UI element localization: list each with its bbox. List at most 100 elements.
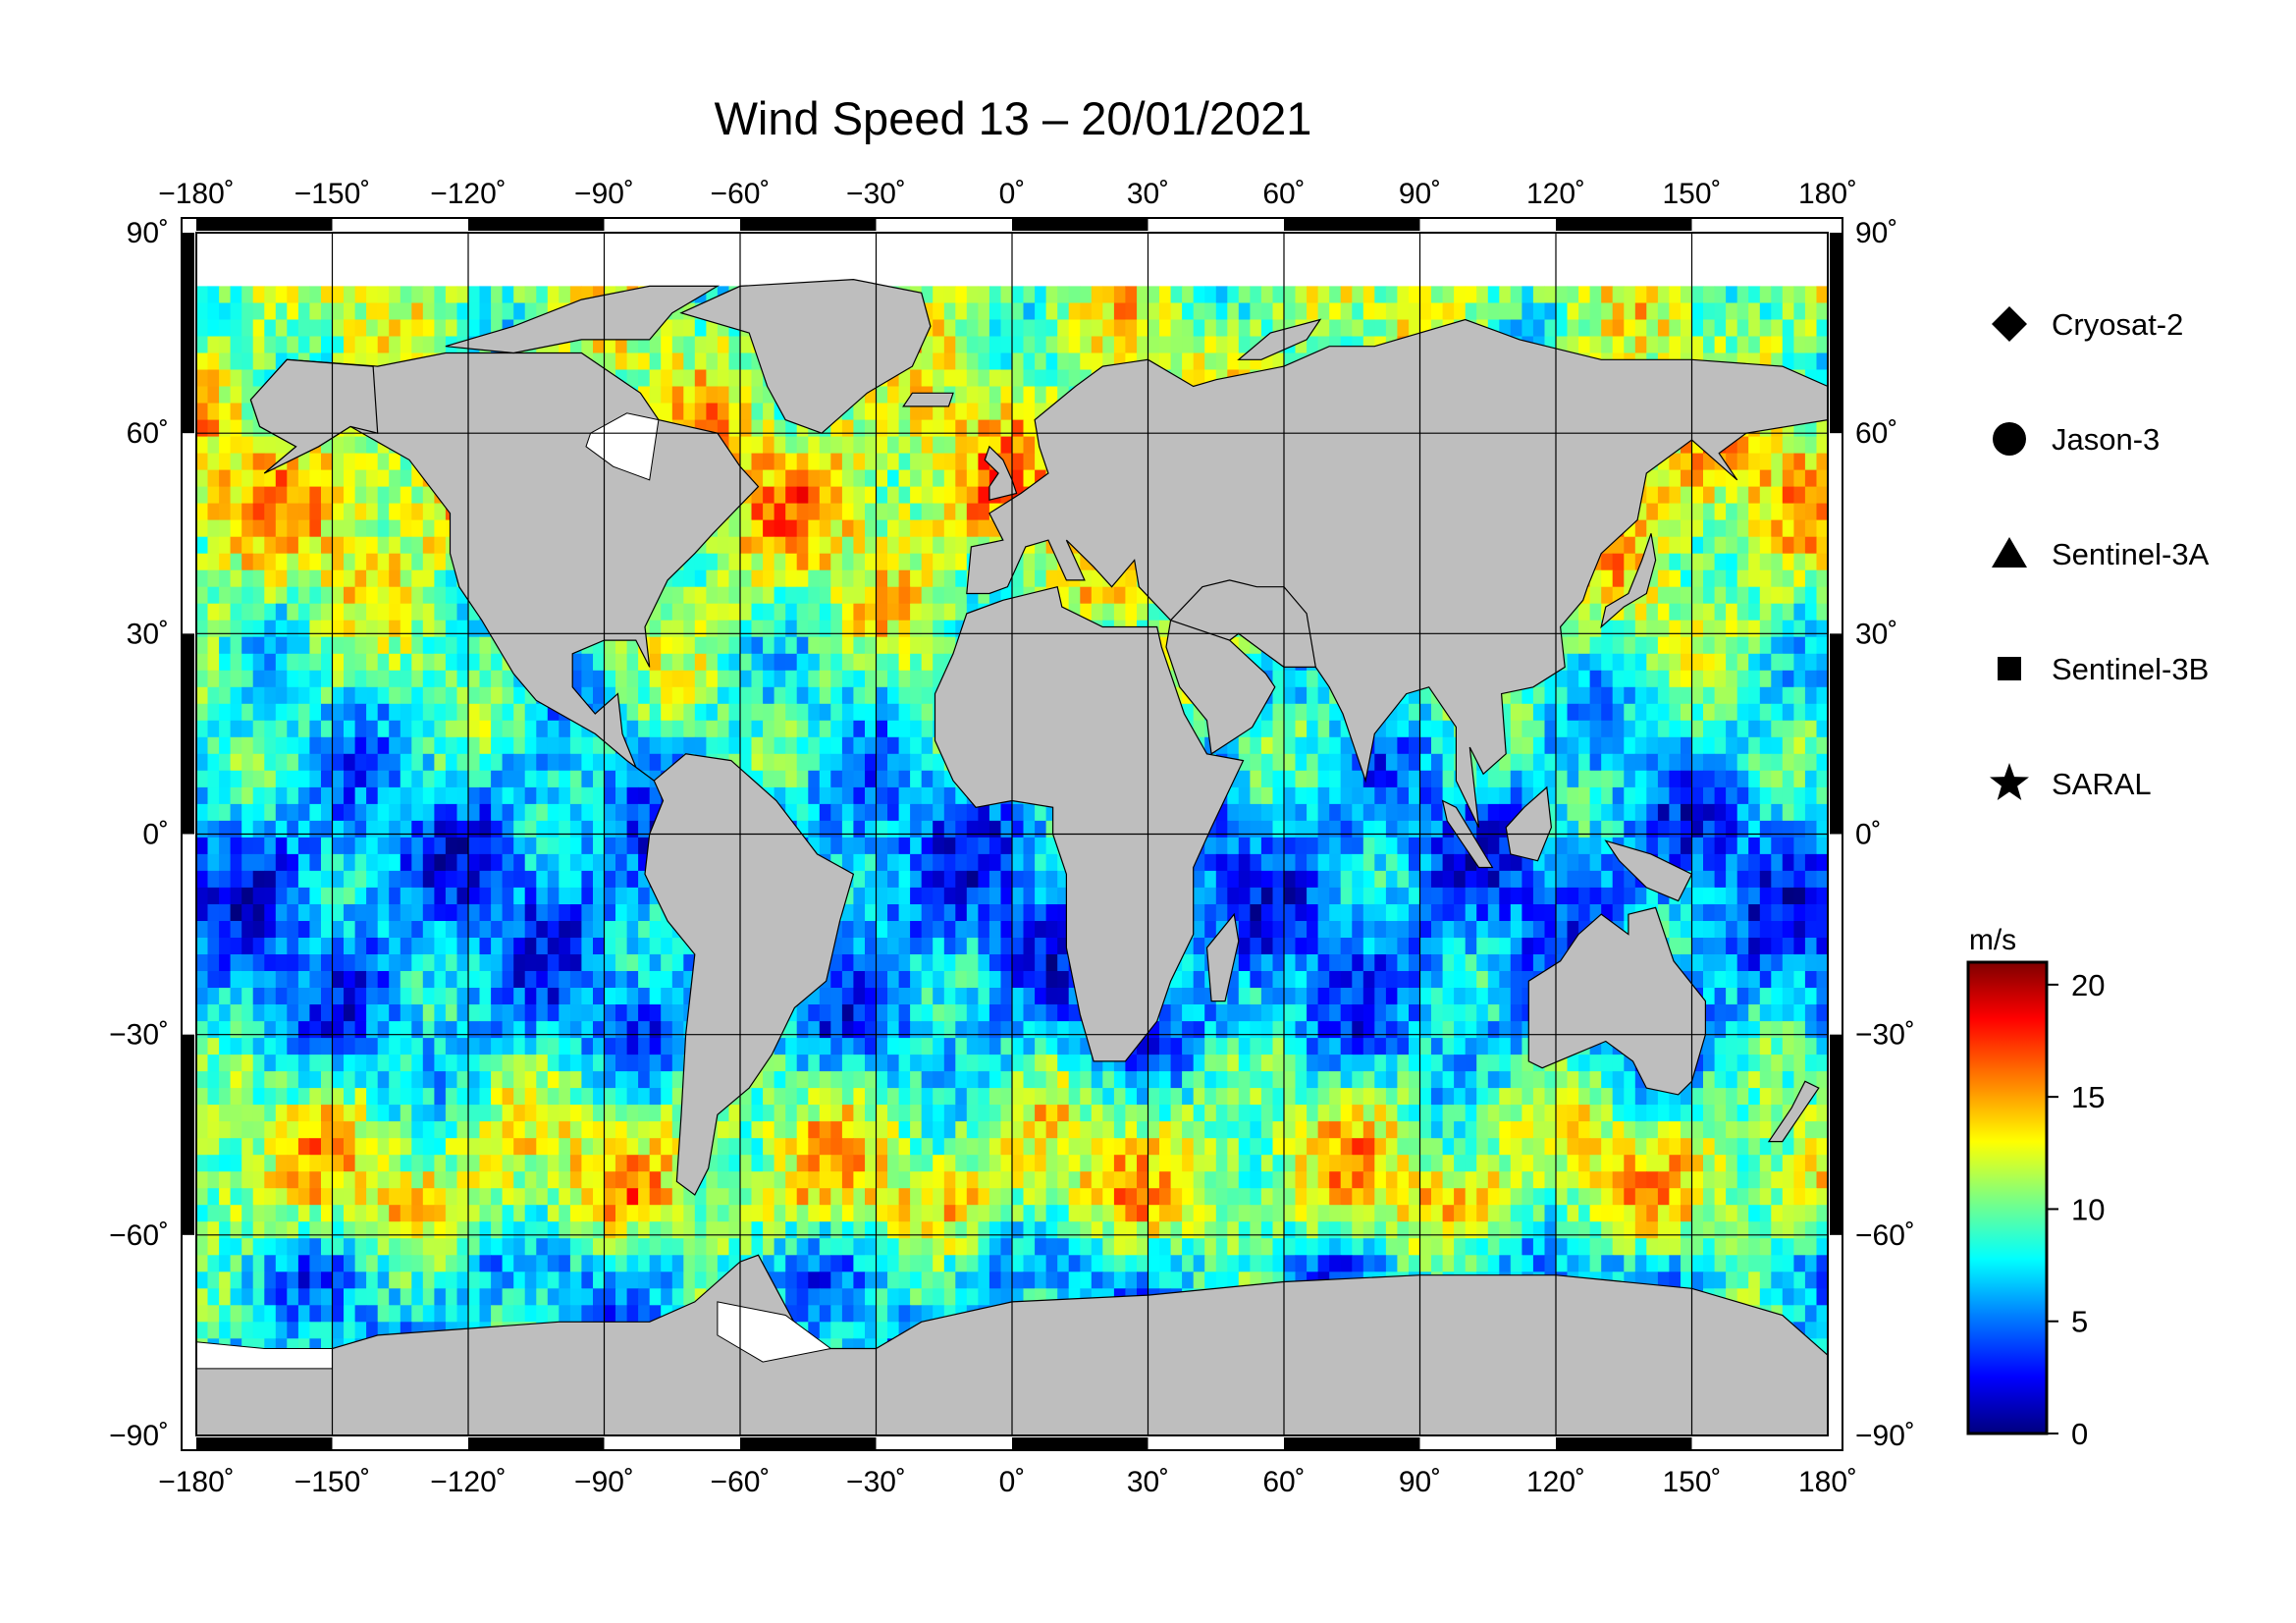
wind-cell — [1567, 770, 1579, 788]
wind-cell — [1385, 319, 1398, 338]
wind-cell — [604, 770, 616, 788]
wind-cell — [1634, 770, 1647, 788]
wind-cell — [389, 519, 401, 538]
wind-cell — [1703, 519, 1716, 538]
wind-cell — [252, 636, 265, 655]
wind-cell — [1669, 486, 1682, 505]
wind-cell — [898, 519, 911, 538]
wind-cell — [1816, 469, 1828, 488]
wind-cell — [1068, 319, 1081, 338]
wind-cell — [740, 653, 753, 672]
wind-cell — [638, 786, 651, 805]
wind-cell — [1736, 586, 1749, 605]
wind-cell — [1759, 569, 1772, 588]
wind-cell — [1726, 703, 1738, 722]
wind-cell — [1159, 352, 1172, 371]
wind-cell — [626, 803, 639, 822]
wind-cell — [275, 770, 288, 788]
wind-cell — [966, 486, 979, 505]
wind-cell — [1499, 302, 1512, 321]
wind-cell — [1816, 503, 1828, 521]
wind-cell — [1601, 720, 1614, 738]
wind-cell — [796, 720, 809, 738]
wind-cell — [241, 703, 254, 722]
wind-cell — [898, 803, 911, 822]
wind-cell — [502, 786, 514, 805]
wind-cell — [853, 603, 866, 622]
wind-cell — [219, 670, 232, 688]
wind-cell — [728, 686, 741, 705]
wind-cell — [1726, 486, 1738, 505]
wind-cell — [321, 786, 334, 805]
wind-cell — [943, 453, 956, 471]
wind-cell — [332, 286, 345, 303]
wind-cell — [1260, 770, 1273, 788]
wind-cell — [1793, 486, 1806, 505]
wind-cell — [1748, 620, 1761, 638]
wind-cell — [252, 603, 265, 622]
wind-cell — [389, 753, 401, 772]
wind-cell — [978, 319, 990, 338]
wind-cell — [332, 636, 345, 655]
wind-cell — [1272, 786, 1285, 805]
wind-cell — [456, 703, 469, 722]
wind-cell — [841, 670, 854, 688]
wind-cell — [1431, 803, 1444, 822]
wind-cell — [1782, 603, 1794, 622]
wind-cell — [1759, 553, 1772, 571]
wind-cell — [275, 786, 288, 805]
wind-cell — [479, 820, 492, 839]
wind-cell — [321, 753, 334, 772]
wind-cell — [1624, 636, 1636, 655]
wind-cell — [865, 519, 878, 538]
wind-cell — [1681, 786, 1693, 805]
wind-cell — [1748, 653, 1761, 672]
wind-cell — [569, 286, 582, 303]
wind-cell — [400, 736, 412, 755]
wind-cell — [366, 703, 379, 722]
wind-cell — [728, 386, 741, 405]
wind-cell — [1431, 302, 1444, 321]
wind-cell — [230, 453, 242, 471]
wind-cell — [661, 636, 673, 655]
wind-cell — [1409, 770, 1421, 788]
wind-cell — [706, 386, 719, 405]
wind-cell — [876, 436, 888, 455]
wind-cell — [661, 703, 673, 722]
wind-cell — [456, 603, 469, 622]
wind-cell — [252, 620, 265, 638]
wind-cell — [740, 536, 753, 555]
wind-cell — [252, 653, 265, 672]
wind-cell — [626, 837, 639, 855]
wind-cell — [309, 302, 322, 321]
wind-cell — [943, 586, 956, 605]
wind-cell — [887, 519, 900, 538]
wind-cell — [1567, 302, 1579, 321]
wind-cell — [411, 837, 424, 855]
wind-cell — [1204, 837, 1217, 855]
wind-cell — [1748, 720, 1761, 738]
wind-cell — [264, 352, 277, 371]
wind-cell — [219, 503, 232, 521]
wind-cell — [344, 286, 356, 303]
wind-cell — [1816, 436, 1828, 455]
wind-cell — [377, 803, 390, 822]
wind-cell — [1771, 553, 1784, 571]
wind-cell — [207, 636, 220, 655]
wind-cell — [808, 519, 821, 538]
wind-cell — [876, 403, 888, 421]
wind-cell — [1035, 820, 1047, 839]
wind-cell — [1317, 770, 1330, 788]
wind-cell — [524, 286, 537, 303]
wind-cell — [943, 469, 956, 488]
wind-cell — [309, 453, 322, 471]
wind-cell — [1023, 553, 1036, 571]
wind-cell — [207, 436, 220, 455]
wind-cell — [933, 419, 945, 438]
wind-cell — [1409, 837, 1421, 855]
wind-cell — [1035, 319, 1047, 338]
wind-cell — [479, 786, 492, 805]
wind-cell — [841, 837, 854, 855]
wind-cell — [1759, 336, 1772, 354]
wind-cell — [1804, 636, 1817, 655]
